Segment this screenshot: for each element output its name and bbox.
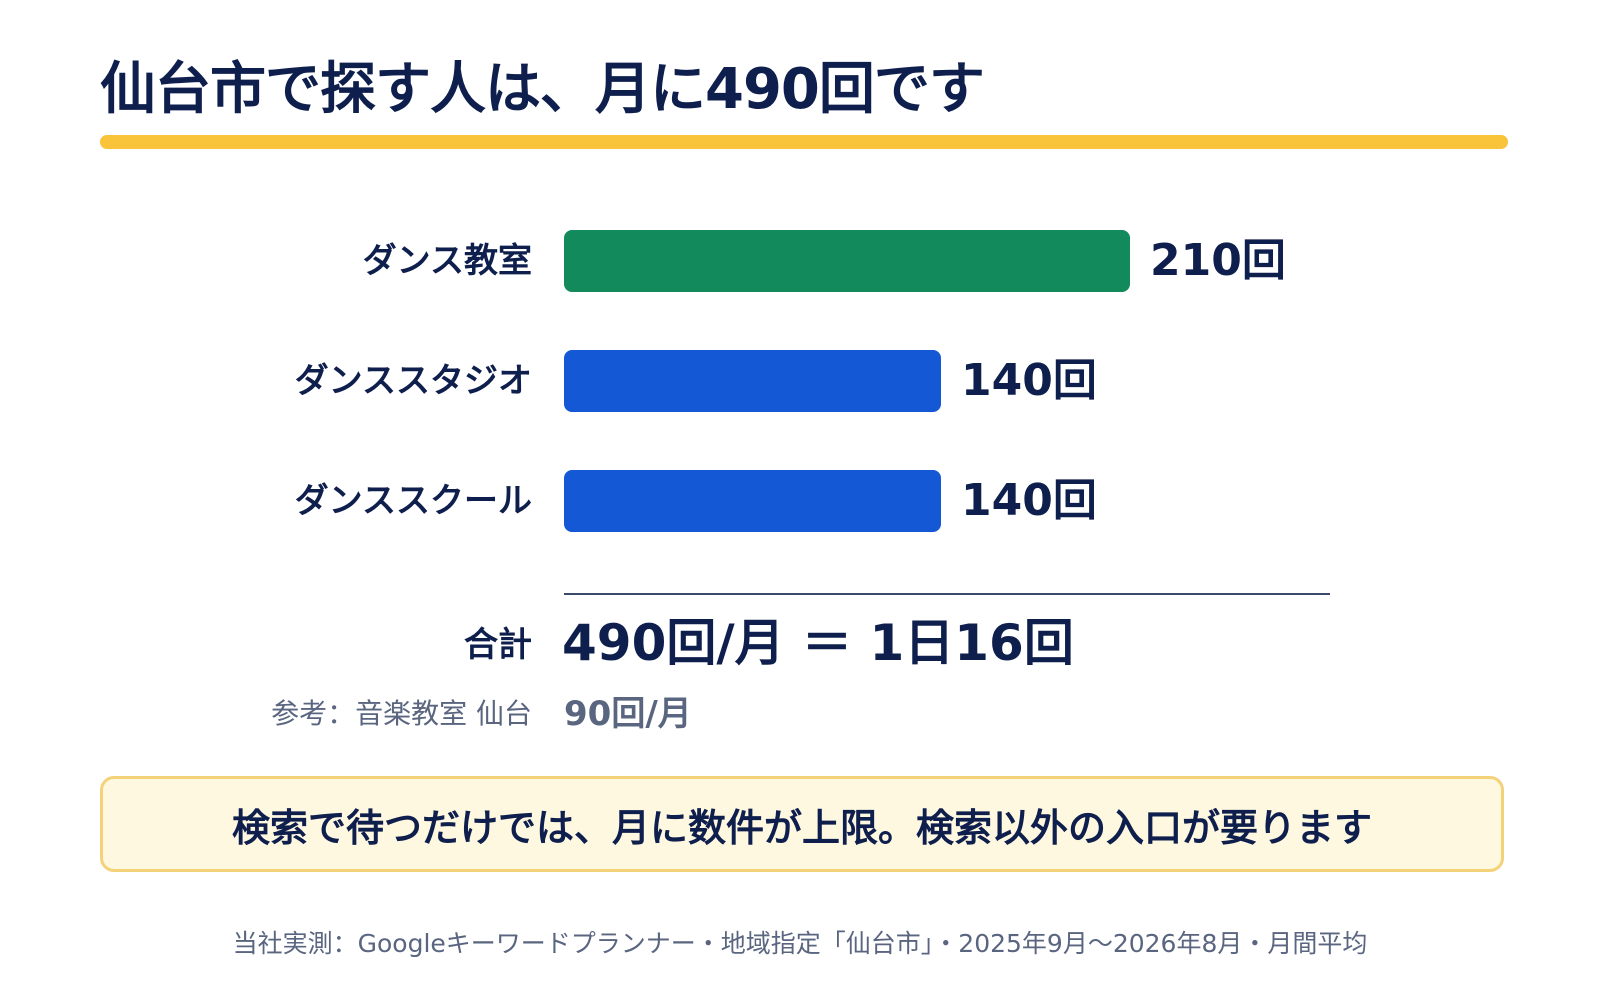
bar — [564, 350, 941, 412]
title-underline — [100, 135, 1508, 149]
callout-box: 検索で待つだけでは、月に数件が上限。検索以外の入口が要ります — [100, 776, 1504, 872]
bar-category-label: ダンススタジオ — [294, 361, 532, 401]
bar-category-label: ダンス教室 — [362, 241, 532, 281]
page-title: 仙台市で探す人は、月に490回です — [100, 57, 985, 122]
total-value: 490回/月 ＝ 1日16回 — [562, 614, 1074, 672]
bar-value-label: 140回 — [961, 355, 1097, 406]
source-note: 当社実測：Googleキーワードプランナー・地域指定「仙台市」・2025年9月〜… — [232, 929, 1368, 958]
bar — [564, 470, 941, 532]
bar-value-label: 140回 — [961, 475, 1097, 526]
bar-category-label: ダンススクール — [294, 481, 532, 521]
reference-label: 参考：音楽教室 仙台 — [271, 697, 532, 730]
callout-text: 検索で待つだけでは、月に数件が上限。検索以外の入口が要ります — [231, 805, 1372, 850]
bar — [564, 230, 1130, 292]
bar-value-label: 210回 — [1150, 235, 1286, 286]
bar-chart: ダンス教室 210回 ダンススタジオ 140回 ダンススクール 140回 — [294, 230, 1286, 532]
total-label: 合計 — [464, 625, 532, 665]
reference-value: 90回/月 — [564, 694, 692, 734]
total-divider — [564, 593, 1330, 595]
